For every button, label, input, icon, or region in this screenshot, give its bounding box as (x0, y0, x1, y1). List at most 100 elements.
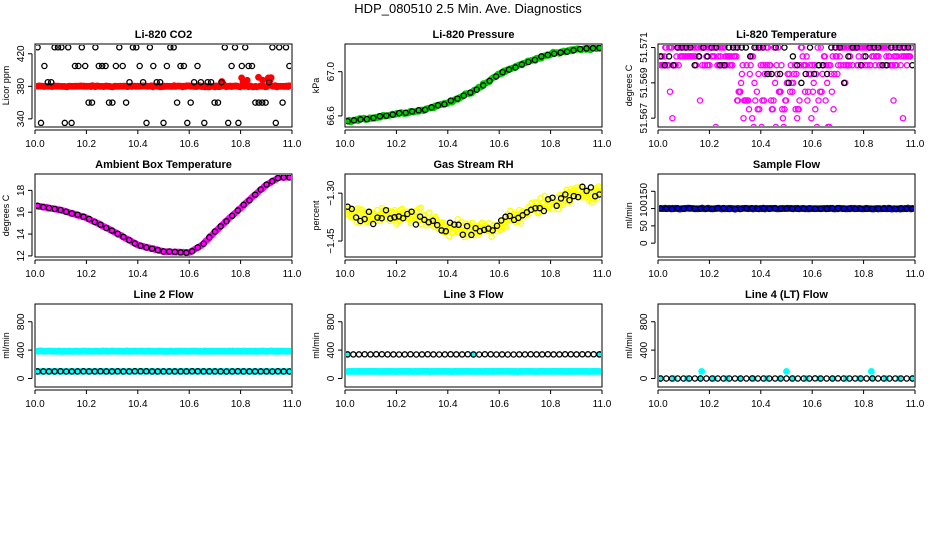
y-tick-label: 380 (16, 78, 27, 95)
data-point (98, 62, 106, 70)
x-tick-label: 11.0 (906, 399, 925, 410)
data-point (781, 106, 788, 113)
x-tick-label: 10.8 (541, 139, 561, 150)
x-tick-label: 10.0 (648, 399, 668, 410)
data-point (782, 97, 790, 104)
data-point (678, 45, 686, 51)
y-tick-label: 14 (16, 228, 27, 240)
data-point (863, 375, 870, 382)
data-point (387, 215, 394, 222)
plot-frame (344, 303, 603, 388)
data-point (412, 221, 420, 228)
data-point (75, 62, 82, 70)
y-tick-label: 51.569 (639, 67, 650, 98)
data-point (37, 119, 45, 126)
x-tick-label: 10.2 (387, 139, 407, 150)
data-point (823, 79, 831, 87)
data-point (875, 45, 882, 51)
data-point (133, 45, 140, 51)
data-point (776, 70, 784, 78)
figure-title: HDP_080510 2.5 Min. Ave. Diagnostics (354, 1, 582, 16)
x-tick-label: 11.0 (593, 269, 612, 280)
data-point (265, 78, 273, 86)
chart-title: Line 4 (LT) Flow (745, 289, 828, 301)
data-point (434, 102, 442, 109)
plot-frame (34, 173, 293, 258)
data-point (870, 45, 878, 51)
data-point (559, 201, 567, 209)
data-point (417, 204, 425, 211)
data-point (170, 45, 177, 51)
y-axis-label: ml/min (311, 332, 321, 359)
data-point (286, 82, 291, 90)
x-tick-label: 10.8 (854, 399, 874, 410)
data-point (376, 112, 384, 120)
data-point (892, 45, 899, 51)
data-point (105, 99, 113, 106)
data-point (802, 70, 809, 78)
data-point (595, 183, 601, 190)
x-tick-label: 10.6 (179, 139, 199, 150)
data-point (228, 62, 235, 70)
data-point (211, 228, 219, 235)
data-point (725, 45, 733, 51)
data-point (262, 99, 269, 106)
data-point (390, 351, 397, 358)
data-point (583, 45, 590, 52)
data-point (413, 351, 420, 358)
data-point (370, 114, 377, 122)
data-point (746, 70, 754, 78)
y-tick-label: 800 (639, 313, 650, 330)
data-point (828, 45, 835, 51)
data-point (573, 351, 580, 358)
data-point (887, 45, 895, 51)
data-point (188, 248, 196, 255)
chart-panel-line3: Line 3 Flow ml/min 10.0 10.2 10.4 10.6 10.8 11.… (311, 289, 612, 410)
y-tick-label: 420 (16, 45, 27, 62)
data-point (706, 61, 713, 69)
data-point (596, 45, 601, 52)
x-tick-label: 11.0 (593, 139, 612, 150)
data-point (691, 61, 698, 69)
data-point (780, 123, 787, 126)
data-point (204, 78, 211, 86)
data-point (808, 114, 815, 122)
data-point (822, 97, 829, 104)
data-point (874, 375, 882, 382)
data-point (792, 106, 799, 113)
data-point (712, 45, 720, 51)
data-point (809, 88, 817, 95)
data-point (691, 375, 699, 382)
data-point (224, 119, 232, 126)
data-point (235, 119, 242, 126)
data-point (748, 114, 756, 122)
data-point (103, 224, 110, 232)
data-point (369, 220, 377, 228)
y-tick-label: 800 (16, 313, 27, 330)
data-point (753, 88, 761, 95)
y-tick-label: 66.6 (326, 106, 337, 126)
data-point (51, 45, 58, 51)
data-point (163, 62, 171, 70)
y-tick-label: 0 (639, 375, 650, 381)
data-point (750, 123, 757, 126)
x-tick-label: 10.2 (77, 139, 97, 150)
data-point (416, 213, 424, 220)
data-point (438, 227, 445, 234)
data-point (819, 61, 827, 69)
data-point (818, 88, 825, 95)
x-tick-label: 10.2 (387, 399, 407, 410)
data-point (348, 205, 356, 213)
data-point (451, 221, 458, 228)
data-point (806, 45, 814, 51)
data-point (808, 61, 816, 69)
data-point (516, 351, 523, 358)
data-point (129, 45, 137, 51)
data-point (460, 92, 468, 99)
data-point (760, 97, 768, 104)
x-tick-label: 10.6 (179, 399, 199, 410)
data-point (472, 224, 479, 232)
data-point (853, 45, 861, 51)
data-point (708, 45, 716, 51)
data-point (738, 45, 745, 51)
